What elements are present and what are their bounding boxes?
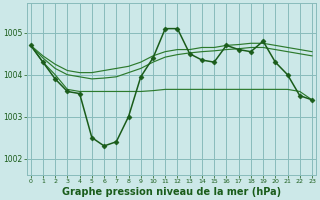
X-axis label: Graphe pression niveau de la mer (hPa): Graphe pression niveau de la mer (hPa) [62,187,281,197]
